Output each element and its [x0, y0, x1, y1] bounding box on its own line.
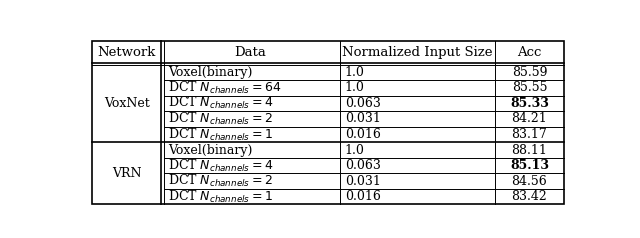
Text: 88.11: 88.11 — [511, 144, 547, 157]
Text: DCT $N_{channels} = 4$: DCT $N_{channels} = 4$ — [168, 158, 273, 174]
Text: 85.55: 85.55 — [512, 81, 547, 94]
Text: 0.031: 0.031 — [345, 113, 381, 125]
Text: 85.33: 85.33 — [510, 97, 549, 110]
Text: 0.016: 0.016 — [345, 190, 381, 203]
Text: Network: Network — [97, 46, 156, 59]
Text: Voxel(binary): Voxel(binary) — [168, 66, 252, 79]
Text: 0.031: 0.031 — [345, 175, 381, 188]
Text: 0.063: 0.063 — [345, 159, 381, 172]
Text: DCT $N_{channels} = 64$: DCT $N_{channels} = 64$ — [168, 80, 282, 96]
Text: 83.17: 83.17 — [511, 128, 547, 141]
Text: DCT $N_{channels} = 1$: DCT $N_{channels} = 1$ — [168, 189, 273, 205]
Text: 0.016: 0.016 — [345, 128, 381, 141]
Text: DCT $N_{channels} = 4$: DCT $N_{channels} = 4$ — [168, 95, 273, 111]
Text: 84.56: 84.56 — [511, 175, 547, 188]
Text: VRN: VRN — [112, 167, 141, 180]
Text: VoxNet: VoxNet — [104, 97, 149, 110]
Text: 1.0: 1.0 — [345, 144, 365, 157]
Text: Data: Data — [234, 46, 266, 59]
Text: 0.063: 0.063 — [345, 97, 381, 110]
Text: DCT $N_{channels} = 1$: DCT $N_{channels} = 1$ — [168, 126, 273, 143]
Text: 85.13: 85.13 — [510, 159, 549, 172]
Text: 83.42: 83.42 — [511, 190, 547, 203]
Text: 85.59: 85.59 — [512, 66, 547, 79]
Text: 1.0: 1.0 — [345, 81, 365, 94]
Text: DCT $N_{channels} = 2$: DCT $N_{channels} = 2$ — [168, 111, 273, 127]
Text: Acc: Acc — [517, 46, 541, 59]
Text: DCT $N_{channels} = 2$: DCT $N_{channels} = 2$ — [168, 173, 273, 189]
Text: 1.0: 1.0 — [345, 66, 365, 79]
Text: Voxel(binary): Voxel(binary) — [168, 144, 252, 157]
Text: 84.21: 84.21 — [511, 113, 547, 125]
Text: Normalized Input Size: Normalized Input Size — [342, 46, 493, 59]
